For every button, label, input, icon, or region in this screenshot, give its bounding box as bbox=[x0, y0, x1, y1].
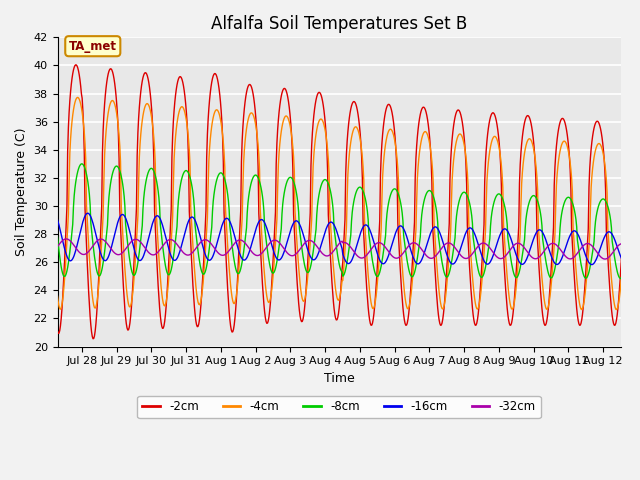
X-axis label: Time: Time bbox=[324, 372, 355, 385]
Y-axis label: Soil Temperature (C): Soil Temperature (C) bbox=[15, 128, 28, 256]
Title: Alfalfa Soil Temperatures Set B: Alfalfa Soil Temperatures Set B bbox=[211, 15, 467, 33]
Text: TA_met: TA_met bbox=[68, 40, 116, 53]
Legend: -2cm, -4cm, -8cm, -16cm, -32cm: -2cm, -4cm, -8cm, -16cm, -32cm bbox=[138, 396, 541, 418]
